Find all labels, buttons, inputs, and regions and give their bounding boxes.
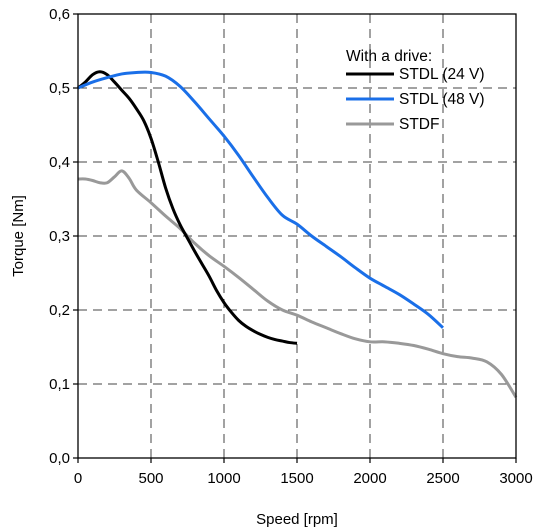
legend: With a drive: STDL (24 V) STDL (48 V) STDF xyxy=(346,48,485,133)
grid-lines xyxy=(78,14,516,458)
y-tick-label: 0,0 xyxy=(49,450,70,467)
series-lines xyxy=(77,70,518,399)
legend-label-stdl-24-v: STDL (24 V) xyxy=(399,66,485,83)
y-tick-label: 0,1 xyxy=(49,376,70,393)
x-tick-label: 2000 xyxy=(353,470,386,487)
x-tick-label: 2500 xyxy=(426,470,459,487)
x-axis-label: Speed [rpm] xyxy=(256,511,338,528)
y-tick-label: 0,4 xyxy=(49,154,70,171)
legend-label-stdf: STDF xyxy=(399,116,439,133)
y-tick-label: 0,2 xyxy=(49,302,70,319)
series-line-stdl-24-v xyxy=(77,70,298,345)
series-line-stdl-48-v xyxy=(77,70,445,329)
x-tick-label: 500 xyxy=(138,470,163,487)
y-axis-label: Torque [Nm] xyxy=(10,195,27,277)
x-tick-label: 1500 xyxy=(280,470,313,487)
y-tick-label: 0,5 xyxy=(49,80,70,97)
legend-title: With a drive: xyxy=(346,48,432,65)
series-line-stdf xyxy=(77,169,518,399)
x-tick-label: 0 xyxy=(74,470,82,487)
y-tick-label: 0,6 xyxy=(49,6,70,23)
x-tick-label: 1000 xyxy=(207,470,240,487)
legend-entries: STDL (24 V) STDL (48 V) STDF xyxy=(346,66,485,133)
y-tick-label: 0,3 xyxy=(49,228,70,245)
axis-ticks: 0 500 1000 1500 2000 2500 3000 0,0 0,1 0,2 0,3 0,4 0… xyxy=(49,6,533,487)
legend-label-stdl-48-v: STDL (48 V) xyxy=(399,91,485,108)
x-tick-label: 3000 xyxy=(499,470,532,487)
